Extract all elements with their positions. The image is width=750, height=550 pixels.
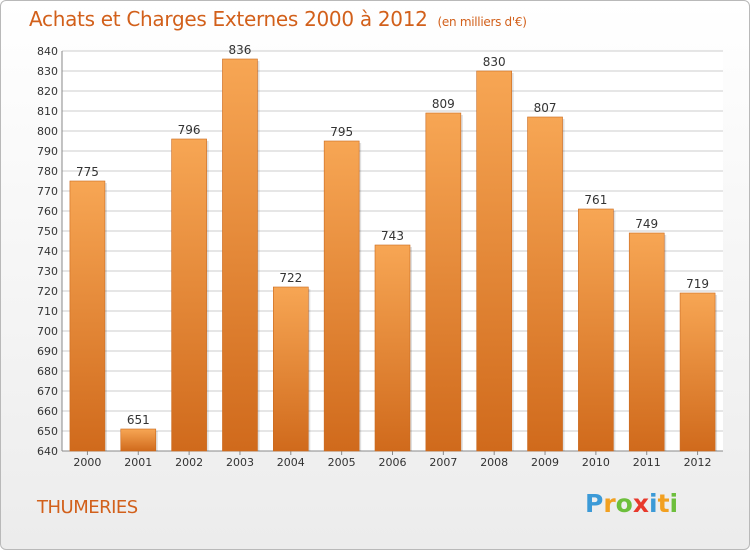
x-tick-label: 2010 [582,456,610,469]
bar [679,292,716,452]
bar [425,112,462,452]
axis-layer: 640 650 660 670 680 690 700 710 720 730 740 750 760 7… [37,45,723,469]
y-tick-label: 800 [37,125,58,138]
x-tick-label: 2012 [684,456,712,469]
x-tick-label: 2006 [379,456,407,469]
location-label: THUMERIES [37,497,138,518]
logo-letter: i [649,489,658,518]
bar [628,232,665,452]
bar-value-label: 809 [432,97,455,111]
bar [171,138,207,452]
y-tick-label: 700 [37,325,58,338]
y-tick-label: 690 [37,345,58,358]
logo-letter: i [669,489,679,518]
y-tick-label: 820 [37,85,58,98]
y-tick-label: 710 [37,305,58,318]
y-tick-label: 780 [37,165,58,178]
x-tick-label: 2003 [226,456,254,469]
logo-letter: x [632,489,649,518]
bar [120,428,157,452]
bar-value-label: 836 [229,43,252,57]
y-tick-label: 720 [37,285,58,298]
bar [323,140,360,452]
x-tick-label: 2011 [633,456,661,469]
logo-letter: r [603,489,616,518]
label-layer: 775 651 796 836 722 795 743 809 830 807 761 749 719 [76,43,709,427]
logo-letter: P [585,489,604,518]
y-tick-label: 740 [37,245,58,258]
bar [527,116,563,452]
bar-value-label: 830 [483,55,506,69]
bar-value-label: 743 [381,229,404,243]
y-tick-label: 670 [37,385,58,398]
chart-subtitle: (en milliers d'€) [437,15,527,29]
x-tick-label: 2002 [175,456,203,469]
y-tick-label: 830 [37,65,58,78]
y-tick-label: 760 [37,205,58,218]
chart-title-text: Achats et Charges Externes 2000 à 2012 [29,7,428,31]
bar-layer [69,58,718,452]
y-tick-label: 790 [37,145,58,158]
x-tick-label: 2008 [480,456,508,469]
x-tick-label: 2005 [328,456,356,469]
x-tick-label: 2001 [124,456,152,469]
y-tick-label: 750 [37,225,58,238]
bar [273,286,309,452]
y-tick-label: 680 [37,365,58,378]
x-tick-label: 2004 [277,456,305,469]
bar-value-label: 651 [127,413,150,427]
bar [222,58,258,452]
bar-value-label: 719 [686,277,709,291]
bar-value-label: 722 [279,271,302,285]
bar [476,70,512,452]
x-tick-label: 2007 [429,456,457,469]
bar-value-label: 796 [178,123,201,137]
y-tick-label: 650 [37,425,58,438]
y-tick-label: 770 [37,185,58,198]
bar [69,180,106,452]
bar-value-label: 807 [534,101,557,115]
chart-title: Achats et Charges Externes 2000 à 2012 (e… [29,7,527,31]
bar-value-label: 761 [584,193,607,207]
x-tick-label: 2000 [73,456,101,469]
bar-value-label: 749 [635,217,658,231]
y-tick-label: 660 [37,405,58,418]
bar-value-label: 795 [330,125,353,139]
proxiti-logo[interactable]: Proxiti [585,489,678,518]
x-tick-label: 2009 [531,456,559,469]
bar-value-label: 775 [76,165,99,179]
y-tick-label: 840 [37,45,58,58]
y-tick-label: 640 [37,445,58,458]
bar [374,244,411,452]
y-tick-label: 810 [37,105,58,118]
logo-letter: o [615,489,633,518]
bar [578,208,614,452]
y-tick-label: 730 [37,265,58,278]
logo-letter: t [657,489,670,518]
